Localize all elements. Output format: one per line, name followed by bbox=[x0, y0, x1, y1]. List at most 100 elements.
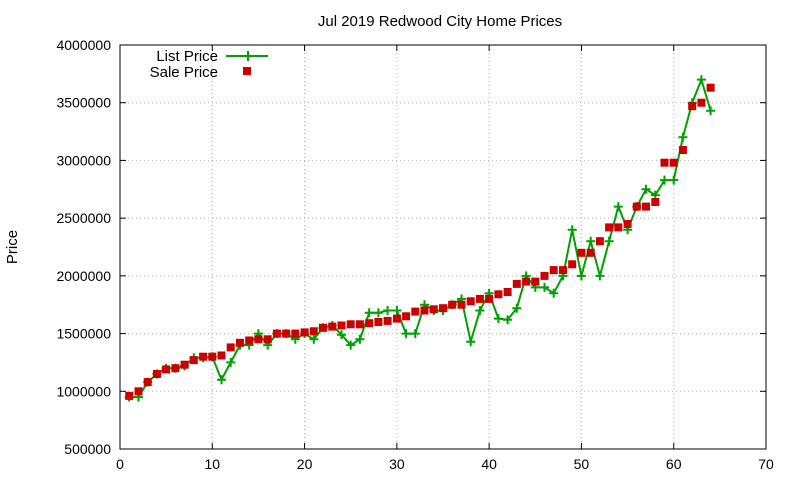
x-tick-label: 30 bbox=[389, 456, 405, 472]
point-sale-price bbox=[614, 223, 623, 232]
point-sale-price bbox=[383, 316, 392, 325]
legend-marker-sale-price bbox=[243, 67, 251, 75]
point-sale-price bbox=[512, 279, 521, 288]
point-list-price bbox=[392, 306, 402, 315]
point-sale-price bbox=[697, 98, 706, 107]
point-sale-price bbox=[651, 198, 660, 206]
x-tick-label: 40 bbox=[481, 456, 497, 472]
chart-title: Jul 2019 Redwood City Home Prices bbox=[318, 13, 562, 30]
point-list-price bbox=[373, 308, 383, 318]
point-sale-price bbox=[254, 335, 263, 344]
point-sale-price bbox=[531, 277, 540, 286]
point-list-price bbox=[549, 288, 559, 298]
point-sale-price bbox=[180, 360, 189, 369]
point-list-price bbox=[364, 308, 374, 318]
point-sale-price bbox=[355, 320, 364, 329]
point-sale-price bbox=[291, 329, 300, 338]
point-sale-price bbox=[420, 306, 429, 315]
point-list-price bbox=[586, 236, 596, 246]
point-list-price bbox=[540, 282, 549, 292]
point-sale-price bbox=[217, 351, 226, 360]
point-list-price bbox=[660, 175, 669, 185]
point-sale-price bbox=[549, 266, 558, 275]
x-tick-label: 10 bbox=[204, 456, 220, 472]
point-list-price bbox=[669, 175, 679, 185]
point-sale-price bbox=[189, 356, 198, 365]
point-list-price bbox=[604, 236, 614, 246]
point-list-price bbox=[383, 306, 393, 315]
point-sale-price bbox=[199, 352, 208, 361]
point-sale-price bbox=[688, 102, 697, 111]
x-tick-label: 20 bbox=[297, 456, 313, 472]
grid-lines bbox=[120, 45, 766, 449]
x-tick-label: 0 bbox=[116, 456, 124, 472]
x-tick-label: 50 bbox=[574, 456, 590, 472]
point-list-price bbox=[696, 75, 706, 85]
point-sale-price bbox=[669, 158, 678, 167]
point-list-price bbox=[678, 132, 688, 142]
point-list-price bbox=[410, 329, 420, 339]
point-sale-price bbox=[457, 300, 466, 309]
point-sale-price bbox=[411, 307, 420, 316]
point-sale-price bbox=[263, 335, 272, 344]
point-sale-price bbox=[632, 202, 641, 211]
point-sale-price bbox=[429, 305, 438, 314]
x-tick-label: 60 bbox=[666, 456, 682, 472]
point-list-price bbox=[503, 315, 513, 325]
point-sale-price bbox=[559, 266, 567, 275]
x-tick-label: 70 bbox=[758, 456, 774, 472]
series-sale-price bbox=[125, 83, 715, 400]
point-list-price bbox=[641, 184, 651, 194]
point-sale-price bbox=[595, 237, 604, 246]
y-tick-label: 1500000 bbox=[56, 326, 111, 342]
point-list-price bbox=[512, 303, 522, 313]
point-sale-price bbox=[522, 277, 531, 286]
point-sale-price bbox=[392, 314, 401, 323]
point-sale-price bbox=[605, 223, 614, 232]
point-sale-price bbox=[623, 219, 632, 228]
point-list-price bbox=[567, 225, 577, 235]
point-sale-price bbox=[678, 146, 687, 154]
point-sale-price bbox=[328, 322, 337, 331]
point-sale-price bbox=[236, 338, 244, 347]
point-sale-price bbox=[568, 260, 577, 269]
point-sale-price bbox=[448, 300, 457, 309]
point-sale-price bbox=[540, 271, 549, 280]
point-sale-price bbox=[319, 323, 327, 332]
point-sale-price bbox=[346, 320, 355, 329]
point-sale-price bbox=[365, 319, 374, 328]
y-tick-label: 3500000 bbox=[56, 95, 111, 111]
legend: List Price Sale Price bbox=[150, 48, 268, 81]
y-tick-label: 2500000 bbox=[56, 210, 111, 226]
point-sale-price bbox=[171, 364, 180, 373]
y-axis-label: Price bbox=[4, 230, 21, 264]
series-list-price bbox=[124, 75, 716, 402]
y-tick-label: 4000000 bbox=[56, 37, 111, 53]
point-list-price bbox=[226, 357, 236, 367]
point-list-price bbox=[595, 271, 605, 281]
legend-marker-list-price bbox=[243, 51, 253, 61]
point-sale-price bbox=[125, 391, 134, 400]
point-sale-price bbox=[402, 312, 411, 321]
point-sale-price bbox=[642, 202, 650, 211]
y-tick-label: 2000000 bbox=[56, 268, 111, 284]
point-sale-price bbox=[466, 297, 475, 306]
point-sale-price bbox=[272, 329, 281, 338]
point-list-price bbox=[706, 106, 716, 116]
y-tick-label: 3000000 bbox=[56, 152, 111, 168]
point-sale-price bbox=[503, 288, 512, 296]
axis-ticks: 0 10 20 30 40 50 60 70 500000 1000000 1500000 20000… bbox=[56, 37, 774, 472]
point-list-price bbox=[355, 334, 365, 344]
point-list-price bbox=[401, 329, 411, 339]
point-sale-price bbox=[282, 329, 291, 338]
point-list-price bbox=[475, 306, 485, 315]
point-sale-price bbox=[577, 248, 586, 257]
point-list-price bbox=[576, 271, 586, 281]
point-sale-price bbox=[337, 321, 346, 330]
point-sale-price bbox=[226, 343, 235, 352]
point-list-price bbox=[337, 330, 346, 340]
point-sale-price bbox=[586, 248, 595, 257]
point-sale-price bbox=[208, 352, 217, 361]
series-line-list-price bbox=[129, 78, 712, 399]
